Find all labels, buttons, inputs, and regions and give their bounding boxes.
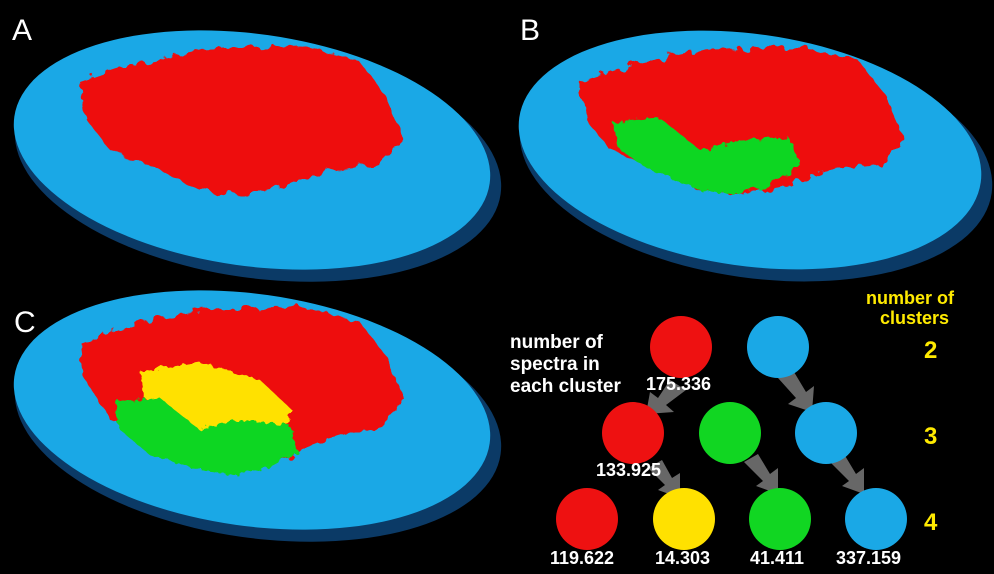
panel-b-map — [518, 30, 993, 282]
level-label-4: 4 — [924, 509, 938, 536]
panel-label-c: C — [14, 306, 36, 339]
clusters-label-line2: clusters — [880, 308, 950, 328]
panel-c-map — [13, 290, 502, 542]
node-level4-yellow — [653, 488, 715, 550]
spectra-label-line2: spectra in — [510, 354, 600, 375]
count-leaf-blue: 337.159 — [836, 548, 902, 568]
node-level4-green — [749, 488, 811, 550]
arrow-mid-red-to-leaf-yellow — [648, 460, 680, 498]
panel-label-a: A — [12, 14, 33, 47]
node-level2-red — [650, 316, 712, 378]
node-level4-red — [556, 488, 618, 550]
arrow-mid-blue-to-leaf-blue — [830, 454, 864, 494]
cluster-region-green — [612, 118, 800, 195]
panel-a-map — [13, 30, 502, 282]
arrow-mid-green-to-leaf-green — [744, 454, 778, 494]
arrow-root-red-to-mid-red — [646, 380, 686, 414]
count-root-red: 175.336 — [646, 374, 712, 394]
panel-label-b: B — [520, 14, 541, 47]
spectra-label-line3: each cluster — [510, 376, 621, 397]
level-label-3: 3 — [924, 423, 938, 450]
node-level3-red — [602, 402, 664, 464]
count-leaf-green: 41.411 — [750, 548, 805, 568]
spectra-label-line1: number of — [510, 332, 603, 353]
count-leaf-yellow: 14.303 — [655, 548, 711, 568]
count-mid-red: 133.925 — [596, 460, 662, 480]
cluster-region-green — [115, 398, 298, 475]
cluster-region-red — [80, 46, 405, 195]
node-level3-blue — [795, 402, 857, 464]
clusters-label-line1: number of — [866, 288, 954, 308]
tree-arrows — [646, 372, 864, 498]
node-level2-blue — [747, 316, 809, 378]
count-leaf-red: 119.622 — [550, 548, 615, 568]
node-level3-green — [699, 402, 761, 464]
level-label-2: 2 — [924, 337, 938, 364]
arrow-root-blue-to-mid-blue — [778, 372, 814, 412]
node-level4-blue — [845, 488, 907, 550]
cluster-tree — [556, 316, 907, 550]
